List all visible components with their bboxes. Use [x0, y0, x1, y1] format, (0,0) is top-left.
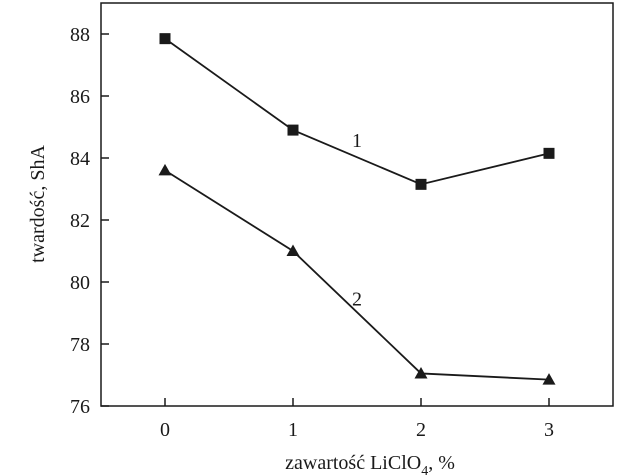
series-2-marker — [542, 373, 556, 385]
series-1-marker — [415, 178, 427, 190]
y-tick-label: 82 — [70, 210, 90, 232]
x-axis: 0 1 2 3 — [160, 398, 554, 441]
x-axis-title: zawartość LiClO4, % — [285, 452, 455, 475]
x-tick-label: 2 — [416, 419, 426, 441]
series-1-label: 1 — [352, 130, 362, 152]
x-axis-title-suffix: , % — [428, 452, 455, 474]
series-1-line — [164, 37, 550, 186]
series-2-marker — [158, 163, 172, 176]
y-tick-label: 76 — [70, 396, 90, 418]
y-tick-label: 86 — [70, 86, 90, 108]
series-2-marker — [286, 244, 300, 256]
series-2-marker — [414, 366, 428, 379]
series-2: 2 — [158, 163, 556, 385]
x-axis-title-subscript: 4 — [421, 464, 428, 475]
series-1-marker — [159, 33, 171, 45]
series-1-marker — [287, 124, 299, 136]
series-layer: 12 — [158, 33, 556, 385]
y-tick-label: 80 — [70, 272, 90, 294]
y-tick-label: 84 — [70, 148, 90, 170]
x-axis-title-main: zawartość LiClO — [285, 452, 421, 474]
x-tick-label: 0 — [160, 419, 170, 441]
y-axis-title: twardość, ShA — [27, 145, 49, 263]
y-axis: 76 78 80 82 84 86 88 — [70, 24, 109, 418]
y-tick-label: 88 — [70, 24, 90, 46]
y-tick-label: 78 — [70, 334, 90, 356]
series-2-line — [164, 169, 550, 381]
x-tick-label: 1 — [288, 419, 298, 441]
x-tick-label: 3 — [544, 419, 554, 441]
series-1: 1 — [159, 33, 555, 190]
series-1-marker — [543, 147, 555, 159]
plot-frame — [100, 2, 614, 407]
series-2-label: 2 — [352, 288, 362, 310]
